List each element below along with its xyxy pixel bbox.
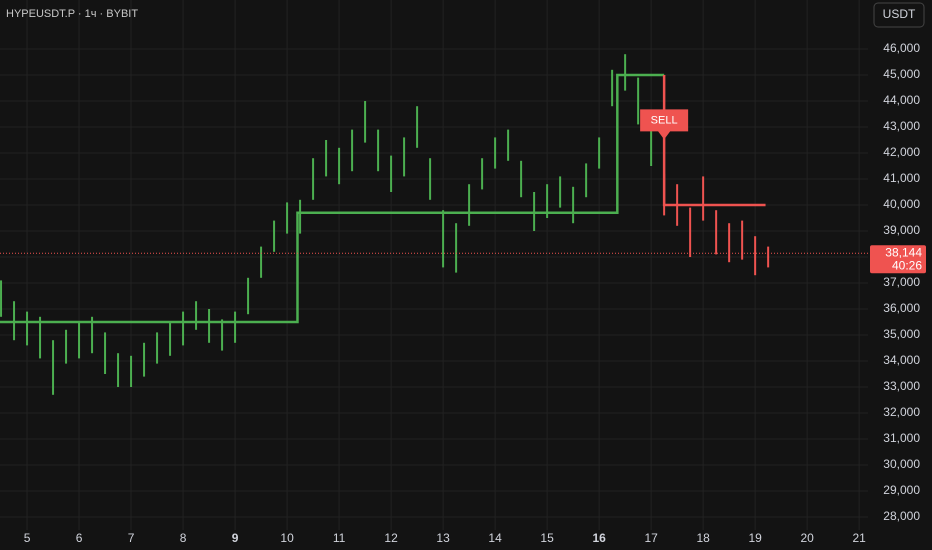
y-tick-label: 44,000 — [883, 93, 920, 107]
y-tick-label: 37,000 — [883, 275, 920, 289]
y-tick-label: 40,000 — [883, 197, 920, 211]
currency-button[interactable] — [873, 2, 925, 28]
x-tick-label: 9 — [232, 531, 239, 545]
y-tick-label: 32,000 — [883, 405, 920, 419]
y-tick-label: 36,000 — [883, 301, 920, 315]
x-tick-label: 11 — [333, 531, 346, 545]
x-tick-label: 13 — [436, 531, 450, 545]
x-tick-label: 15 — [540, 531, 554, 545]
y-tick-label: 30,000 — [883, 457, 920, 471]
y-tick-label: 31,000 — [883, 431, 920, 445]
y-tick-label: 46,000 — [883, 41, 920, 55]
x-tick-label: 12 — [384, 531, 398, 545]
x-tick-label: 14 — [488, 531, 502, 545]
y-tick-label: 34,000 — [883, 353, 920, 367]
last-price-box — [870, 245, 926, 274]
x-tick-label: 19 — [748, 531, 762, 545]
x-tick-label: 18 — [696, 531, 710, 545]
y-tick-label: 39,000 — [883, 223, 920, 237]
x-tick-label: 8 — [180, 531, 187, 545]
y-tick-label: 33,000 — [883, 379, 920, 393]
sell-signal — [640, 109, 689, 140]
x-tick-label: 6 — [76, 531, 83, 545]
trend-line — [0, 73, 665, 324]
y-tick-label: 41,000 — [883, 171, 920, 185]
x-tick-label: 21 — [852, 531, 866, 545]
x-tick-label: 7 — [128, 531, 135, 545]
y-tick-label: 35,000 — [883, 327, 920, 341]
last-price-label: 38,144 — [885, 245, 922, 259]
currency-label[interactable]: USDT — [883, 7, 916, 21]
y-tick-label: 45,000 — [883, 67, 920, 81]
y-tick-label: 29,000 — [883, 483, 920, 497]
sell-label: SELL — [651, 114, 678, 126]
y-tick-label: 28,000 — [883, 509, 920, 523]
grid — [0, 0, 868, 530]
x-tick-label: 16 — [592, 531, 606, 545]
x-tick-label: 5 — [24, 531, 31, 545]
plot — [0, 54, 770, 395]
y-tick-label: 42,000 — [883, 145, 920, 159]
symbol-title: HYPEUSDT.P · 1ч · BYBIT — [6, 8, 138, 20]
countdown-label: 40:26 — [892, 258, 922, 272]
x-tick-label: 20 — [800, 531, 814, 545]
y-tick-label: 43,000 — [883, 119, 920, 133]
x-tick-label: 17 — [644, 531, 658, 545]
x-tick-label: 10 — [280, 531, 294, 545]
